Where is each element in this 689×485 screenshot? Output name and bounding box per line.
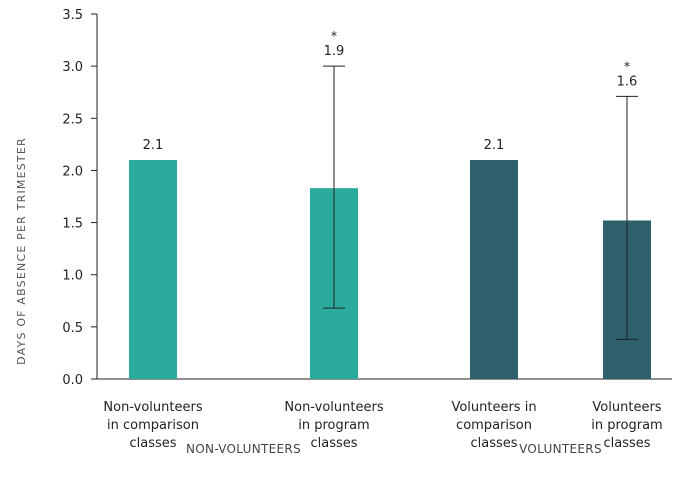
data-label: 2.1 (484, 138, 505, 153)
x-category-label-line: classes (310, 436, 357, 451)
significance-marker: * (624, 59, 630, 73)
data-label: 1.9 (324, 44, 345, 59)
bar (470, 160, 518, 379)
significance-marker: * (331, 29, 337, 43)
y-tick-label: 2.0 (62, 164, 83, 179)
bar (129, 160, 177, 379)
x-category-label-line: Volunteers (592, 400, 661, 415)
bars (129, 160, 651, 379)
y-tick-label: 3.5 (62, 8, 83, 23)
group-labels: NON-VOLUNTEERS VOLUNTEERS (186, 442, 602, 456)
y-tick-label: 2.5 (62, 112, 83, 127)
x-category-label-line: Non-volunteers (284, 400, 383, 415)
x-category-label-line: in program (298, 418, 369, 433)
group-label: VOLUNTEERS (519, 442, 602, 456)
y-tick-label: 0.5 (62, 321, 83, 336)
x-category-label-line: Volunteers in (451, 400, 536, 415)
x-category-label-line: in program (591, 418, 662, 433)
y-tick-label: 1.0 (62, 269, 83, 284)
group-label: NON-VOLUNTEERS (186, 442, 301, 456)
y-tick-label: 3.0 (62, 60, 83, 75)
x-category-label: Volunteers in program classes (591, 400, 662, 451)
x-category-label-line: classes (603, 436, 650, 451)
x-category-label-line: classes (129, 436, 176, 451)
x-category-label-line: comparison (456, 418, 532, 433)
y-tick-label: 0.0 (62, 373, 83, 388)
data-label: 1.6 (617, 74, 638, 89)
x-category-label-line: Non-volunteers (103, 400, 202, 415)
y-axis-label: DAYS OF ABSENCE PER TRIMESTER (15, 137, 28, 365)
y-tick-label: 1.5 (62, 217, 83, 232)
x-category-label-line: in comparison (107, 418, 199, 433)
x-category-label-line: classes (470, 436, 517, 451)
data-labels: 2.11.9*2.11.6* (143, 29, 638, 153)
data-label: 2.1 (143, 138, 164, 153)
